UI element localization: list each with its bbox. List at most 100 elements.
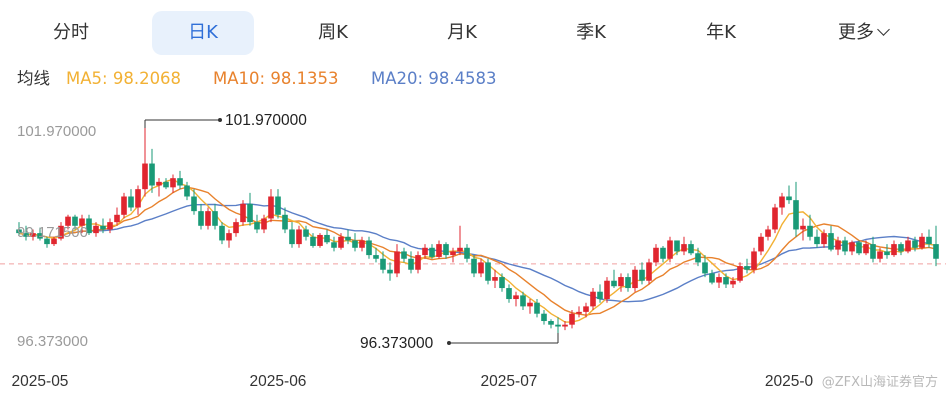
candle — [401, 247, 407, 263]
tab-more[interactable]: 更多 — [822, 11, 904, 55]
candle-body — [324, 234, 330, 243]
candle-body — [450, 251, 456, 256]
candle — [387, 262, 393, 281]
candle — [702, 255, 708, 278]
candle — [247, 192, 253, 226]
candle-body — [912, 240, 918, 248]
candle-body — [345, 236, 351, 241]
candle-body — [926, 236, 932, 245]
candle — [478, 258, 484, 278]
candle — [37, 227, 43, 241]
candle — [828, 225, 834, 252]
candle-body — [688, 244, 694, 254]
candle-body — [394, 251, 400, 274]
candle-body — [653, 247, 659, 263]
candle — [926, 229, 932, 248]
candle — [450, 247, 456, 263]
ma5-value: MA5: 98.2068 — [66, 69, 182, 88]
candle — [611, 269, 617, 289]
tab-quarterly-k[interactable]: 季K — [550, 11, 632, 55]
candle-body — [247, 203, 253, 223]
candle — [905, 236, 911, 254]
tab-weekly-k[interactable]: 周K — [292, 11, 374, 55]
candle — [779, 192, 785, 215]
tab-yearly-k[interactable]: 年K — [680, 11, 762, 55]
candle — [506, 284, 512, 303]
candle — [807, 214, 813, 241]
tab-daily-k[interactable]: 日K — [152, 11, 254, 55]
candle — [786, 185, 792, 204]
candle-body — [240, 203, 246, 223]
candle-body — [275, 196, 281, 215]
candle-body — [492, 277, 498, 281]
candle — [79, 214, 85, 234]
candle-body — [170, 178, 176, 188]
candle-body — [149, 163, 155, 186]
candle-body — [86, 218, 92, 234]
candle — [870, 236, 876, 263]
candle — [744, 258, 750, 274]
candle-body — [184, 185, 190, 197]
candle — [282, 207, 288, 234]
candle — [800, 218, 806, 241]
candle-body — [933, 244, 939, 259]
candle-body — [758, 236, 764, 252]
candle-body — [898, 244, 904, 252]
candle — [338, 233, 344, 250]
candle — [58, 222, 64, 241]
x-axis-label-jun: 2025-06 — [250, 373, 307, 390]
candle-body — [835, 240, 841, 250]
candle — [30, 229, 36, 241]
candle — [513, 291, 519, 307]
candle-body — [660, 247, 666, 259]
candle — [856, 240, 862, 256]
candle — [548, 319, 554, 329]
candle — [688, 240, 694, 256]
y-axis-label-max: 101.970000 — [17, 123, 96, 140]
candle-body — [212, 211, 218, 226]
ma20-value: MA20: 98.4583 — [371, 69, 497, 88]
candle-body — [331, 242, 337, 248]
candle — [912, 236, 918, 252]
candle — [429, 244, 435, 259]
tab-monthly-k[interactable]: 月K — [421, 11, 503, 55]
x-axis-label-aug: 2025-0 — [765, 373, 814, 390]
candle — [681, 236, 687, 256]
candle-body — [639, 269, 645, 281]
candle — [520, 291, 526, 311]
candle — [149, 148, 155, 193]
candle — [667, 236, 673, 263]
candle — [492, 269, 498, 289]
candle-body — [548, 321, 554, 325]
candle — [212, 203, 218, 230]
candle-body — [359, 240, 365, 248]
candle-body — [891, 244, 897, 256]
candle-body — [198, 211, 204, 226]
candle-body — [387, 269, 393, 274]
candle-body — [23, 233, 29, 237]
candle-body — [205, 211, 211, 226]
candle-body — [506, 288, 512, 300]
candle — [198, 203, 204, 230]
candle-body — [520, 295, 526, 307]
candle-body — [338, 236, 344, 248]
candle-body — [163, 181, 169, 188]
candle-body — [604, 280, 610, 300]
ma10-line — [18, 186, 937, 316]
candle — [100, 218, 106, 234]
candle-body — [541, 313, 547, 322]
candle — [331, 236, 337, 252]
candle — [821, 229, 827, 248]
candle-body — [905, 240, 911, 252]
candle-body — [408, 258, 414, 270]
candle-body — [226, 233, 232, 241]
tab-intraday[interactable]: 分时 — [30, 11, 112, 55]
candle-body — [786, 196, 792, 201]
candle-body — [555, 324, 561, 327]
min-price-label: 96.373000 — [360, 335, 434, 352]
candle — [373, 247, 379, 263]
candle — [23, 225, 29, 241]
candle-body — [282, 214, 288, 230]
candle-body — [793, 200, 799, 230]
tab-label: 月K — [447, 22, 477, 43]
